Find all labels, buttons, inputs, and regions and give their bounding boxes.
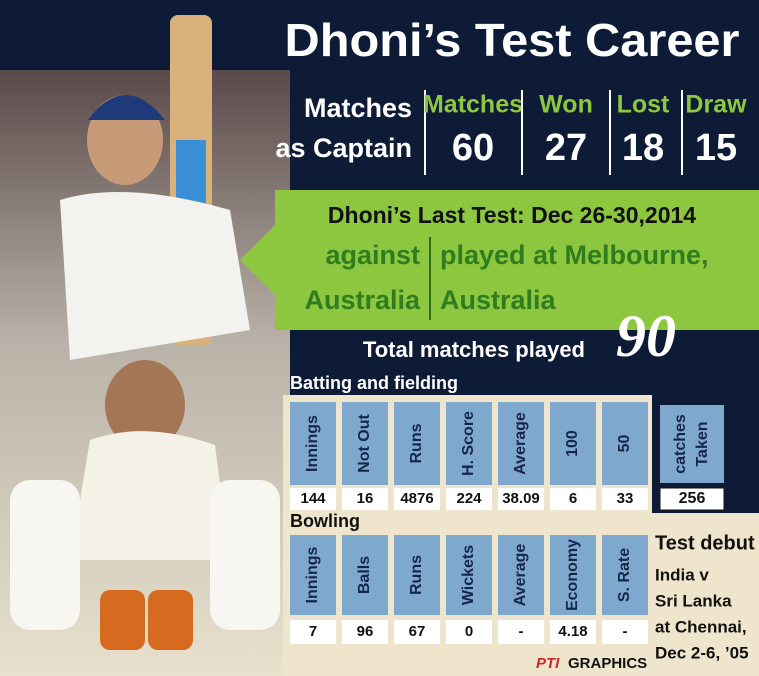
- value-cell: [394, 488, 440, 510]
- header-cell: [446, 535, 492, 615]
- captain-label: Matches: [304, 93, 412, 123]
- value-cell: [394, 620, 440, 644]
- header-cell: [342, 402, 388, 485]
- value-cell: [659, 487, 725, 511]
- column-header: catches: [672, 414, 689, 474]
- value-cell: [446, 488, 492, 510]
- value-cell: [550, 620, 596, 644]
- header-cell: [394, 402, 440, 485]
- column-header: S. Rate: [616, 548, 633, 602]
- column-header: Runs: [408, 555, 425, 595]
- stat-label: Won: [539, 91, 593, 119]
- value-cell: [290, 488, 336, 510]
- stat-value: 18: [622, 127, 664, 169]
- stat-value: 15: [695, 127, 737, 169]
- header-cell: [660, 405, 724, 483]
- total-label: Total matches played: [363, 337, 585, 362]
- cell-value: 0: [465, 623, 473, 640]
- value-cell: [342, 620, 388, 644]
- header-cell: [498, 402, 544, 485]
- value-cell: [602, 488, 648, 510]
- table-title: Bowling: [290, 511, 360, 531]
- value-cell: [290, 620, 336, 644]
- cell-value: 6: [569, 490, 577, 507]
- stat-label: Matches: [423, 91, 523, 119]
- header-cell: [290, 535, 336, 615]
- column-header: Balls: [356, 556, 373, 594]
- last-test-heading: Dhoni’s Last Test: Dec 26-30,2014: [328, 202, 696, 228]
- value-cell: [342, 488, 388, 510]
- value-cell: [498, 620, 544, 644]
- column-header: Wickets: [460, 545, 477, 605]
- title: Dhoni’s Test Career: [285, 14, 740, 66]
- stat-label: Lost: [617, 91, 670, 119]
- cell-value: 67: [409, 623, 426, 640]
- last-test-banner: [240, 190, 759, 330]
- credit-brand: PTI: [536, 655, 560, 672]
- debut-line: India v: [655, 565, 709, 584]
- header-cell: [550, 535, 596, 615]
- column-header: Runs: [408, 423, 425, 463]
- debut-line: Sri Lanka: [655, 591, 732, 610]
- cell-value: 256: [679, 490, 706, 507]
- column-header: Taken: [694, 421, 711, 466]
- column-header: Innings: [304, 546, 321, 603]
- cell-value: 16: [357, 490, 374, 507]
- captain-label: as Captain: [275, 133, 412, 163]
- stat-value: 27: [545, 127, 587, 169]
- debut-line: at Chennai,: [655, 617, 747, 636]
- header-cell: [550, 402, 596, 485]
- column-header: H. Score: [460, 411, 477, 476]
- debut-title: Test debut: [655, 532, 755, 554]
- header-cell: [290, 402, 336, 485]
- against: against: [325, 240, 420, 270]
- cell-value: 224: [456, 490, 482, 507]
- cell-value: 7: [309, 623, 317, 640]
- venue: Australia: [440, 285, 557, 315]
- cell-value: 4.18: [558, 623, 587, 640]
- cell-value: -: [519, 623, 524, 640]
- column-header: 100: [564, 430, 581, 457]
- cell-value: 96: [357, 623, 374, 640]
- cell-value: 33: [617, 490, 634, 507]
- cell-value: 144: [300, 490, 326, 507]
- header-cell: [446, 402, 492, 485]
- column-header: Average: [512, 544, 529, 607]
- cell-value: -: [623, 623, 628, 640]
- photo-figures: [10, 15, 280, 650]
- value-cell: [498, 488, 544, 510]
- column-header: Economy: [564, 539, 581, 611]
- header-cell: [602, 402, 648, 485]
- table-title: Batting and fielding: [290, 373, 458, 393]
- value-cell: [602, 620, 648, 644]
- column-header: Innings: [304, 415, 321, 472]
- header-cell: [342, 535, 388, 615]
- cell-value: 38.09: [502, 490, 540, 507]
- header-cell: [394, 535, 440, 615]
- stat-value: 60: [452, 127, 494, 169]
- stat-label: Draw: [685, 91, 747, 119]
- debut-line: Dec 2-6, ’05: [655, 643, 749, 662]
- column-header: Average: [512, 412, 529, 475]
- venue: played at Melbourne,: [440, 240, 709, 270]
- column-header: Not Out: [356, 414, 373, 473]
- value-cell: [446, 620, 492, 644]
- credit-text: GRAPHICS: [568, 655, 647, 672]
- against: Australia: [304, 285, 421, 315]
- value-cell: [550, 488, 596, 510]
- cell-value: 4876: [400, 490, 433, 507]
- total-value: 90: [616, 303, 676, 369]
- header-cell: [498, 535, 544, 615]
- column-header: 50: [616, 435, 633, 453]
- header-cell: [602, 535, 648, 615]
